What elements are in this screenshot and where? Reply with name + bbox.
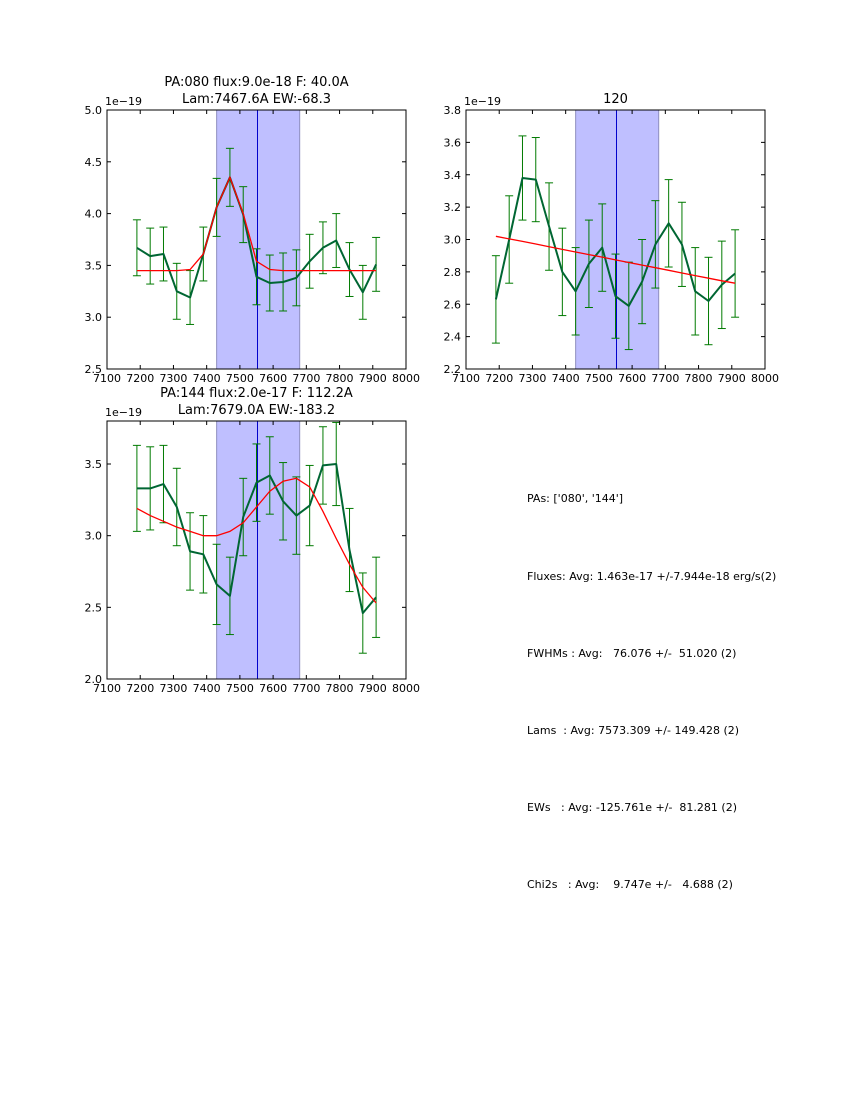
y-tick-label: 3.2 <box>444 201 462 214</box>
y-tick-label: 3.6 <box>444 136 462 149</box>
x-tick-label: 7100 <box>93 372 121 385</box>
x-tick-label: 7400 <box>552 372 580 385</box>
summary-fluxes: Fluxes: Avg: 1.463e-17 +/-7.944e-18 erg/… <box>527 569 777 583</box>
summary-ews: EWs : Avg: -125.761e +/- 81.281 (2) <box>527 800 737 814</box>
x-tick-label: 7800 <box>326 682 354 695</box>
y-tick-label: 3.5 <box>85 259 103 272</box>
x-tick-label: 7200 <box>126 682 154 695</box>
y-tick-label: 2.2 <box>444 363 462 376</box>
chart-panel-2: 7100 7200 7300 7400 7500 7600 7700 7800 7900 8000… <box>444 92 780 385</box>
axes-frame <box>106 420 407 680</box>
y-tick-label: 2.8 <box>444 266 462 279</box>
chart-panel-1: 7100 7200 7300 7400 7500 7600 7700 7800 7900 8000… <box>85 75 421 385</box>
x-tick-label: 7600 <box>259 372 287 385</box>
x-tick-label: 7300 <box>159 682 187 695</box>
y-offset-label: 1e−19 <box>464 95 501 108</box>
y-tick-label: 3.8 <box>444 104 462 117</box>
y-tick-label: 3.4 <box>444 169 462 182</box>
y-tick-label: 3.0 <box>85 311 103 324</box>
model-series-line <box>136 175 377 272</box>
chart-title-line-2: Lam:7467.6A EW:-68.3 <box>182 92 331 107</box>
summary-pas: PAs: ['080', '144'] <box>527 492 624 506</box>
x-tick-label: 7500 <box>226 372 254 385</box>
summary-lams: Lams : Avg: 7573.309 +/- 149.428 (2) <box>527 723 740 737</box>
error-bar <box>372 236 381 292</box>
data-series-line <box>136 463 377 615</box>
y-offset-label: 1e−19 <box>105 406 142 419</box>
x-tick-label: 7800 <box>326 372 354 385</box>
y-tick-label: 2.4 <box>444 331 462 344</box>
x-tick-label: 8000 <box>751 372 779 385</box>
x-tick-label: 7300 <box>159 372 187 385</box>
x-tick-label: 8000 <box>392 682 420 695</box>
summary-stats: PAs: ['080', '144'] Fluxes: Avg: 1.463e-… <box>527 435 776 923</box>
x-tick-label: 7200 <box>126 372 154 385</box>
data-series-line <box>494 177 736 307</box>
line-window-band <box>575 110 659 369</box>
data-series-line <box>136 176 378 299</box>
x-tick-label: 7800 <box>685 372 713 385</box>
x-tick-label: 7100 <box>452 372 480 385</box>
y-tick-label: 5.0 <box>85 104 103 117</box>
chart-panel-3: 7100 7200 7300 7400 7500 7600 7700 7800 7900 8000… <box>85 386 421 695</box>
chart-title-line-1: PA:080 flux:9.0e-18 F: 40.0A <box>164 75 348 90</box>
y-tick-label: 4.5 <box>85 156 103 169</box>
summary-chi2s: Chi2s : Avg: 9.747e +/- 4.688 (2) <box>527 877 733 891</box>
line-window-band <box>216 110 300 369</box>
y-tick-label: 3.0 <box>444 234 462 247</box>
model-series-line <box>495 235 736 284</box>
x-tick-label: 7900 <box>359 682 387 695</box>
y-tick-label: 2.6 <box>444 298 462 311</box>
summary-fwhms: FWHMs : Avg: 76.076 +/- 51.020 (2) <box>527 646 737 660</box>
x-tick-label: 7500 <box>226 682 254 695</box>
axes-frame <box>106 109 407 370</box>
x-tick-label: 7400 <box>193 682 221 695</box>
x-tick-label: 7700 <box>292 372 320 385</box>
x-tick-label: 7900 <box>718 372 746 385</box>
x-tick-label: 7400 <box>193 372 221 385</box>
y-offset-label: 1e−19 <box>105 95 142 108</box>
x-tick-label: 7300 <box>518 372 546 385</box>
chart-title-line-2: Lam:7679.0A EW:-183.2 <box>178 403 335 418</box>
error-bar <box>132 219 141 277</box>
y-tick-label: 4.0 <box>85 208 103 221</box>
model-series-line <box>136 477 377 604</box>
y-tick-label: 2.5 <box>85 363 103 376</box>
error-bar <box>731 229 740 318</box>
x-tick-label: 7600 <box>618 372 646 385</box>
y-tick-label: 2.5 <box>85 601 103 614</box>
chart-title: 120 <box>603 92 628 107</box>
x-tick-label: 7900 <box>359 372 387 385</box>
x-tick-label: 7600 <box>259 682 287 695</box>
x-tick-label: 7700 <box>651 372 679 385</box>
y-tick-label: 3.0 <box>85 530 103 543</box>
x-tick-label: 8000 <box>392 372 420 385</box>
y-tick-label: 2.0 <box>85 673 103 686</box>
x-tick-label: 7500 <box>585 372 613 385</box>
x-tick-label: 7100 <box>93 682 121 695</box>
x-tick-label: 7200 <box>485 372 513 385</box>
y-tick-label: 3.5 <box>85 458 103 471</box>
x-tick-label: 7700 <box>292 682 320 695</box>
chart-title-line-1: PA:144 flux:2.0e-17 F: 112.2A <box>160 386 353 401</box>
line-window-band <box>216 421 300 679</box>
